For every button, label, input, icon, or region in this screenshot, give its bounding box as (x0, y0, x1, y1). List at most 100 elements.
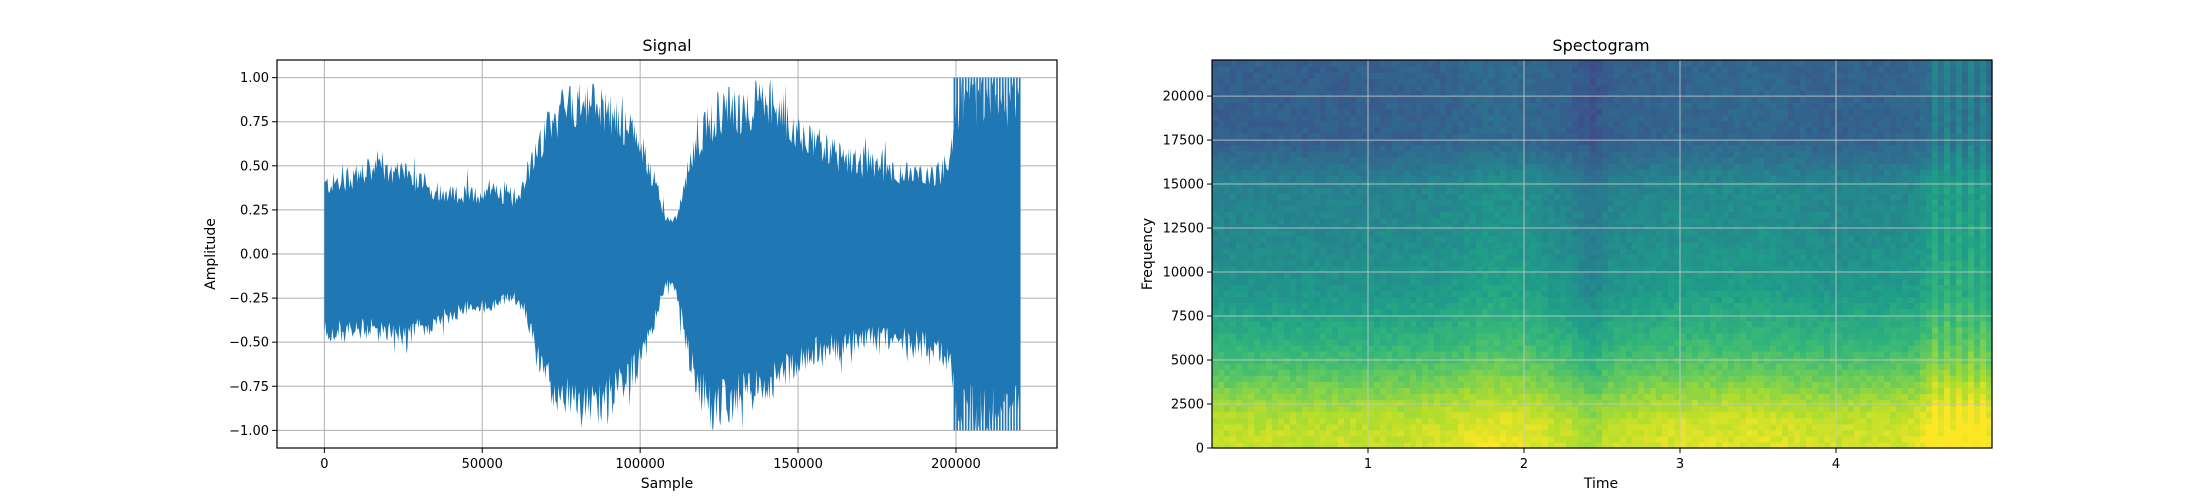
spectrogram-cell (1308, 302, 1315, 310)
spectrogram-cell (1638, 441, 1645, 449)
spectrogram-cell (1344, 266, 1351, 273)
spectrogram-cell (1554, 381, 1561, 388)
spectrogram-cell (1650, 138, 1657, 146)
spectrogram-cell (1554, 417, 1561, 425)
spectrogram-cell (1548, 78, 1555, 85)
spectrogram-cell (1398, 399, 1405, 407)
spectrogram-cell (1458, 144, 1465, 152)
spectrogram-cell (1296, 144, 1303, 152)
spectrogram-cell (1626, 435, 1633, 443)
spectrogram-cell (1302, 320, 1309, 328)
spectrogram-cell (1650, 266, 1657, 273)
spectrogram-cell (1590, 369, 1597, 376)
spectrogram-cell (1620, 163, 1627, 170)
spectrogram-cell (1626, 96, 1633, 104)
spectrogram-cell (1584, 435, 1591, 443)
spectrogram-cell (1422, 284, 1429, 291)
spectrogram-cell (1290, 393, 1297, 401)
spectrogram-cell (1668, 175, 1675, 182)
spectrogram-cell (1650, 332, 1657, 340)
spectrogram-cell (1494, 332, 1501, 340)
spectrogram-cell (1506, 193, 1513, 201)
spectrogram-cell (1614, 247, 1621, 255)
spectrogram-cell (1548, 138, 1555, 146)
spectrogram-cell (1596, 326, 1603, 334)
spectrogram-cell (1590, 387, 1597, 395)
spectrogram-cell (1548, 399, 1555, 407)
spectrogram-cell (1236, 272, 1243, 279)
spectrogram-cell (1386, 193, 1393, 201)
spectrogram-cell (1662, 314, 1669, 322)
spectrogram-cell (1230, 417, 1237, 425)
spectrogram-cell (1602, 351, 1609, 358)
spectrogram-cell (1560, 60, 1567, 67)
spectrogram-cell (1608, 193, 1615, 201)
spectrogram-cell (1242, 90, 1249, 97)
spectrogram-cell (1614, 241, 1621, 249)
spectrogram-cell (1392, 199, 1399, 207)
spectrogram-cell (1380, 375, 1387, 382)
spectrogram-cell (1260, 108, 1267, 116)
spectrogram-cell (1536, 290, 1543, 298)
spectrogram-cell (1248, 375, 1255, 382)
spectrogram-cell (1476, 138, 1483, 146)
spectrogram-cell (1512, 302, 1519, 310)
spectrogram-cell (1620, 399, 1627, 407)
spectrogram-cell (1518, 369, 1525, 376)
spectrogram-cell (1548, 302, 1555, 310)
spectrogram-cell (1332, 314, 1339, 322)
spectrogram-cell (1620, 441, 1627, 449)
spectrogram-cell (1374, 175, 1381, 182)
spectrogram-cell (1422, 326, 1429, 334)
spectrogram-cell (1236, 411, 1243, 419)
spectrogram-cell (1614, 381, 1621, 388)
spectrogram-cell (1344, 351, 1351, 358)
spectrogram-cell (1230, 66, 1237, 73)
spectrogram-cell (1524, 132, 1531, 140)
spectrogram-cell (1644, 138, 1651, 146)
spectrogram-cell (1326, 169, 1333, 176)
spectrogram-cell (1566, 393, 1573, 401)
spectrogram-cell (1386, 375, 1393, 382)
spectrogram-cell (1416, 66, 1423, 73)
spectrogram-cell (1260, 272, 1267, 279)
spectrogram-cell (1500, 302, 1507, 310)
spectrogram-cell (1272, 387, 1279, 395)
spectrogram-cell (1320, 235, 1327, 243)
spectrogram-cell (1524, 235, 1531, 243)
spectrogram-cell (1530, 314, 1537, 322)
spectrogram-cell (1494, 417, 1501, 425)
spectrogram-cell (1428, 132, 1435, 140)
spectrogram-cell (1518, 290, 1525, 298)
spectrogram-cell (1218, 138, 1225, 146)
spectrogram-cell (1620, 247, 1627, 255)
spectrogram-cell (1584, 405, 1591, 413)
spectrogram-cell (1656, 169, 1663, 176)
spectrogram-cell (1230, 229, 1237, 237)
spectrogram-cell (1620, 90, 1627, 97)
spectrogram-cell (1644, 435, 1651, 443)
spectrogram-cell (1266, 399, 1273, 407)
spectrogram-cell (1422, 375, 1429, 382)
spectrogram-cell (1260, 254, 1267, 261)
spectrogram-cell (1416, 393, 1423, 401)
spectrogram-cell (1374, 247, 1381, 255)
spectrogram-cell (1350, 84, 1357, 91)
spectrogram-cell (1470, 132, 1477, 140)
spectrogram-cell (1434, 344, 1441, 352)
spectrogram-cell (1488, 108, 1495, 116)
spectrogram-cell (1476, 223, 1483, 231)
spectrogram-cell (1386, 163, 1393, 170)
spectrogram-cell (1380, 132, 1387, 140)
spectrogram-cell (1338, 102, 1345, 110)
spectrogram-cell (1422, 423, 1429, 431)
spectrogram-cell (1632, 332, 1639, 340)
spectrogram-cell (1368, 126, 1375, 134)
spectrogram-cell (1584, 326, 1591, 334)
spectrogram-cell (1602, 229, 1609, 237)
spectrogram-cell (1464, 351, 1471, 358)
spectrogram-cell (1416, 60, 1423, 67)
spectrogram-cell (1404, 417, 1411, 425)
spectrogram-cell (1626, 351, 1633, 358)
spectrogram-cell (1254, 302, 1261, 310)
